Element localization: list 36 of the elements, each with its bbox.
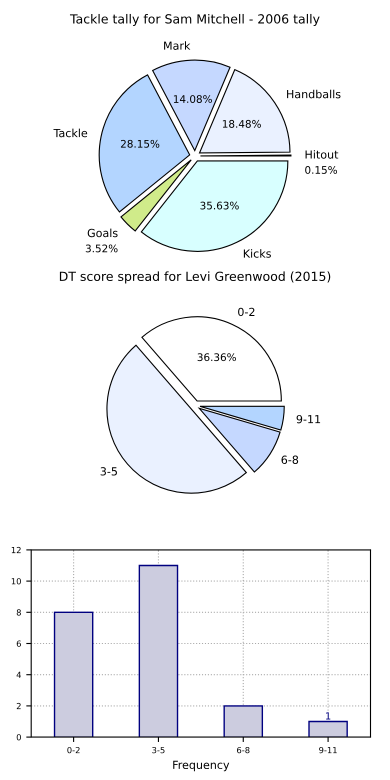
data-label: 35.63%: [200, 202, 239, 210]
slice-label: 6-8: [282, 456, 298, 464]
slice-label: Hitout: [306, 150, 338, 159]
x-axis-title: Frequency: [173, 760, 230, 772]
data-label: 28.15%: [120, 140, 160, 148]
slice-label: 9-11: [296, 414, 320, 424]
y-tick-label: 2: [16, 702, 21, 710]
x-tick-label: 9-11: [319, 746, 337, 754]
y-tick-label: 0: [16, 734, 21, 740]
x-tick-label: 6-8: [237, 746, 250, 754]
bar: [54, 612, 94, 738]
data-label: 14.08%: [174, 95, 212, 103]
data-label: 0.15%: [305, 166, 337, 174]
data-label: 18.48%: [222, 120, 261, 128]
y-tick-label: 6: [16, 640, 21, 647]
slice-label: Kicks: [244, 249, 271, 258]
y-tick-label: 12: [12, 546, 21, 554]
slice-label: 3-5: [100, 467, 117, 476]
x-tick-label: 0-2: [67, 746, 80, 754]
slice-label: Handballs: [287, 90, 341, 98]
bar: [223, 705, 264, 738]
slice-label: Mark: [164, 41, 190, 50]
slice-label: Goals: [88, 228, 118, 238]
data-label: 1: [326, 712, 330, 720]
bar: [138, 564, 178, 738]
chart-title: Tackle tally for Sam Mitchell - 2006 tally: [70, 14, 320, 26]
chart-title: DT score spread for Levi Greenwood (2015): [60, 271, 330, 284]
slice-label: 0-2: [238, 308, 254, 316]
bar: [308, 720, 348, 738]
y-tick-label: 8: [16, 609, 21, 616]
y-tick-label: 4: [16, 672, 22, 678]
data-label: 3.52%: [86, 244, 118, 252]
slice-label: Tackle: [53, 128, 88, 138]
x-tick-label: 3-5: [152, 746, 165, 754]
data-label: 36.36%: [198, 353, 236, 362]
y-tick-label: 10: [12, 578, 21, 584]
